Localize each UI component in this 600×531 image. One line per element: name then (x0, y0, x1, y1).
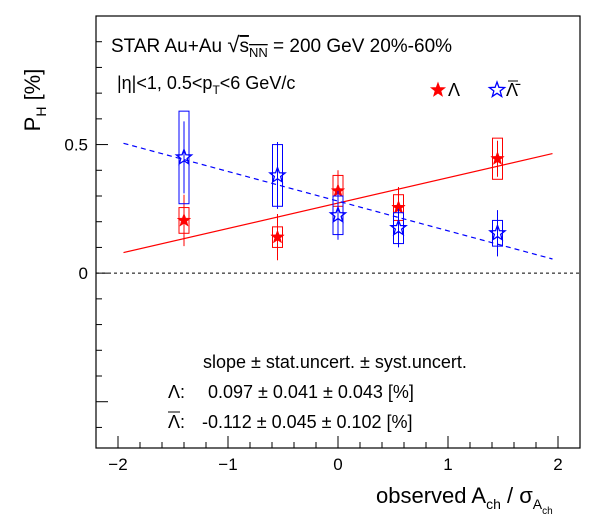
y-axis-label: PH [%] (20, 69, 49, 132)
x-tick-label: 1 (443, 455, 452, 474)
slope-lambda-value: 0.097 ± 0.041 ± 0.043 [%] (208, 382, 414, 402)
slope-antilambda-value: -0.112 ± 0.045 ± 0.102 [%] (202, 412, 413, 432)
slope-antilambda-label: Λ: (168, 412, 185, 432)
slope-lambda-label: Λ: (168, 382, 185, 402)
antilambda-data-point (174, 147, 194, 166)
axes-layer: −2 −1 0 1 2 0 0.5 (64, 41, 581, 474)
legend: Λ Λ̄ (429, 80, 521, 100)
antilambda-data-point (328, 205, 348, 224)
y-tick-label: 0 (79, 264, 88, 283)
slope-header: slope ± stat.uncert. ± syst.uncert. (203, 352, 467, 372)
sqrt-bar-anchor: s (239, 36, 249, 57)
antilambda-fit-line (123, 142, 553, 260)
x-tick-label: 2 (553, 455, 562, 474)
chart-header: STAR Au+Au √sNN = 200 GeV 20%-60% (111, 32, 452, 60)
lambda-data-point (270, 229, 285, 244)
x-tick-label: 0 (333, 455, 342, 474)
lambda-data-point (176, 212, 192, 227)
antilambda-data-point (389, 218, 408, 237)
legend-lambda-label: Λ (448, 80, 460, 100)
lambda-syst-box (492, 137, 503, 180)
x-axis-label: observed Ach / σAch (376, 483, 553, 517)
y-tick-label: 0.5 (64, 136, 88, 155)
x-tick-label: −2 (108, 455, 127, 474)
antilambda-data-point (488, 223, 507, 242)
antilambda-data-point (268, 165, 287, 184)
lambda-data-point (490, 150, 505, 165)
x-tick-label: −1 (218, 455, 237, 474)
chart-cuts: |η|<1, 0.5<pT<6 GeV/c (117, 73, 295, 97)
legend-antilambda-marker (487, 80, 507, 99)
data-points (174, 110, 507, 261)
legend-antilambda-label: Λ̄ (506, 80, 521, 100)
legend-lambda-marker (429, 81, 447, 97)
